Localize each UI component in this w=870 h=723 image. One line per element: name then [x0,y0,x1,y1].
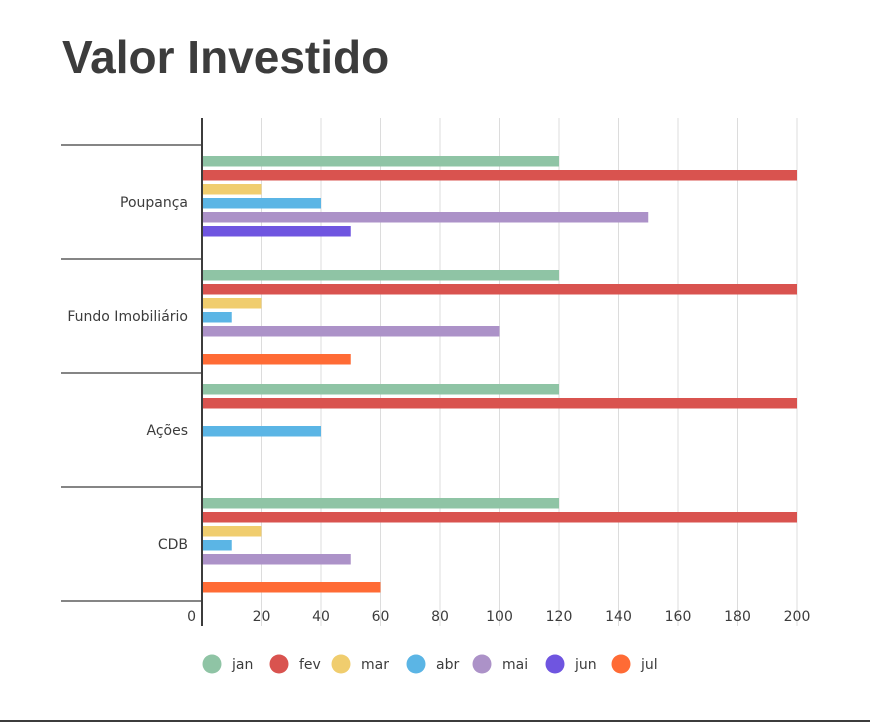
category-label: Ações [146,423,188,439]
x-tick-label: 160 [665,609,692,625]
legend-label: abr [436,657,459,673]
bar [202,384,559,395]
x-tick-label: 40 [312,609,330,625]
bar [202,284,797,295]
x-tick-label: 200 [784,609,811,625]
category-labels: Poupança Fundo Imobiliário Ações CDB [67,195,188,553]
legend-marker [472,654,492,674]
x-tick-label: 60 [372,609,390,625]
bar [202,326,500,337]
bars [202,156,797,593]
bar [202,226,351,237]
legend-label: mar [361,657,389,673]
category-label: CDB [158,537,188,553]
bar [202,184,262,195]
bar [202,198,321,209]
category-label: Fundo Imobiliário [67,309,188,325]
legend-label: jun [574,657,597,673]
legend-marker [202,654,222,674]
legend-label: jul [640,657,658,673]
legend-marker [545,654,565,674]
bar [202,170,797,181]
legend-marker [611,654,631,674]
bar [202,426,321,437]
bar [202,582,381,593]
legend-label: mai [502,657,528,673]
bar [202,354,351,365]
bar [202,298,262,309]
x-tick-label: 120 [546,609,573,625]
bar [202,312,232,323]
legend-label: jan [231,657,253,673]
x-tick-labels: 0 20 40 60 80 100 120 140 160 180 200 [187,609,810,625]
axes [61,118,203,626]
bottom-divider [0,720,870,722]
bar [202,270,559,281]
x-tick-label: 140 [605,609,632,625]
bar [202,498,559,509]
gridlines [261,118,798,626]
x-tick-label: 100 [486,609,513,625]
bar [202,512,797,523]
x-tick-label: 0 [187,609,196,625]
legend-label: fev [299,657,321,673]
bar [202,398,797,409]
chart-title: Valor Investido [62,31,390,83]
x-tick-label: 180 [724,609,751,625]
bar [202,554,351,565]
legend: jan fev mar abr mai jun jul [202,654,658,674]
x-tick-label: 80 [431,609,449,625]
bar [202,212,649,223]
bar [202,156,559,167]
x-tick-label: 20 [253,609,271,625]
category-label: Poupança [120,195,188,211]
bar [202,526,262,537]
legend-marker [406,654,426,674]
legend-marker [331,654,351,674]
bar [202,540,232,551]
legend-marker [269,654,289,674]
